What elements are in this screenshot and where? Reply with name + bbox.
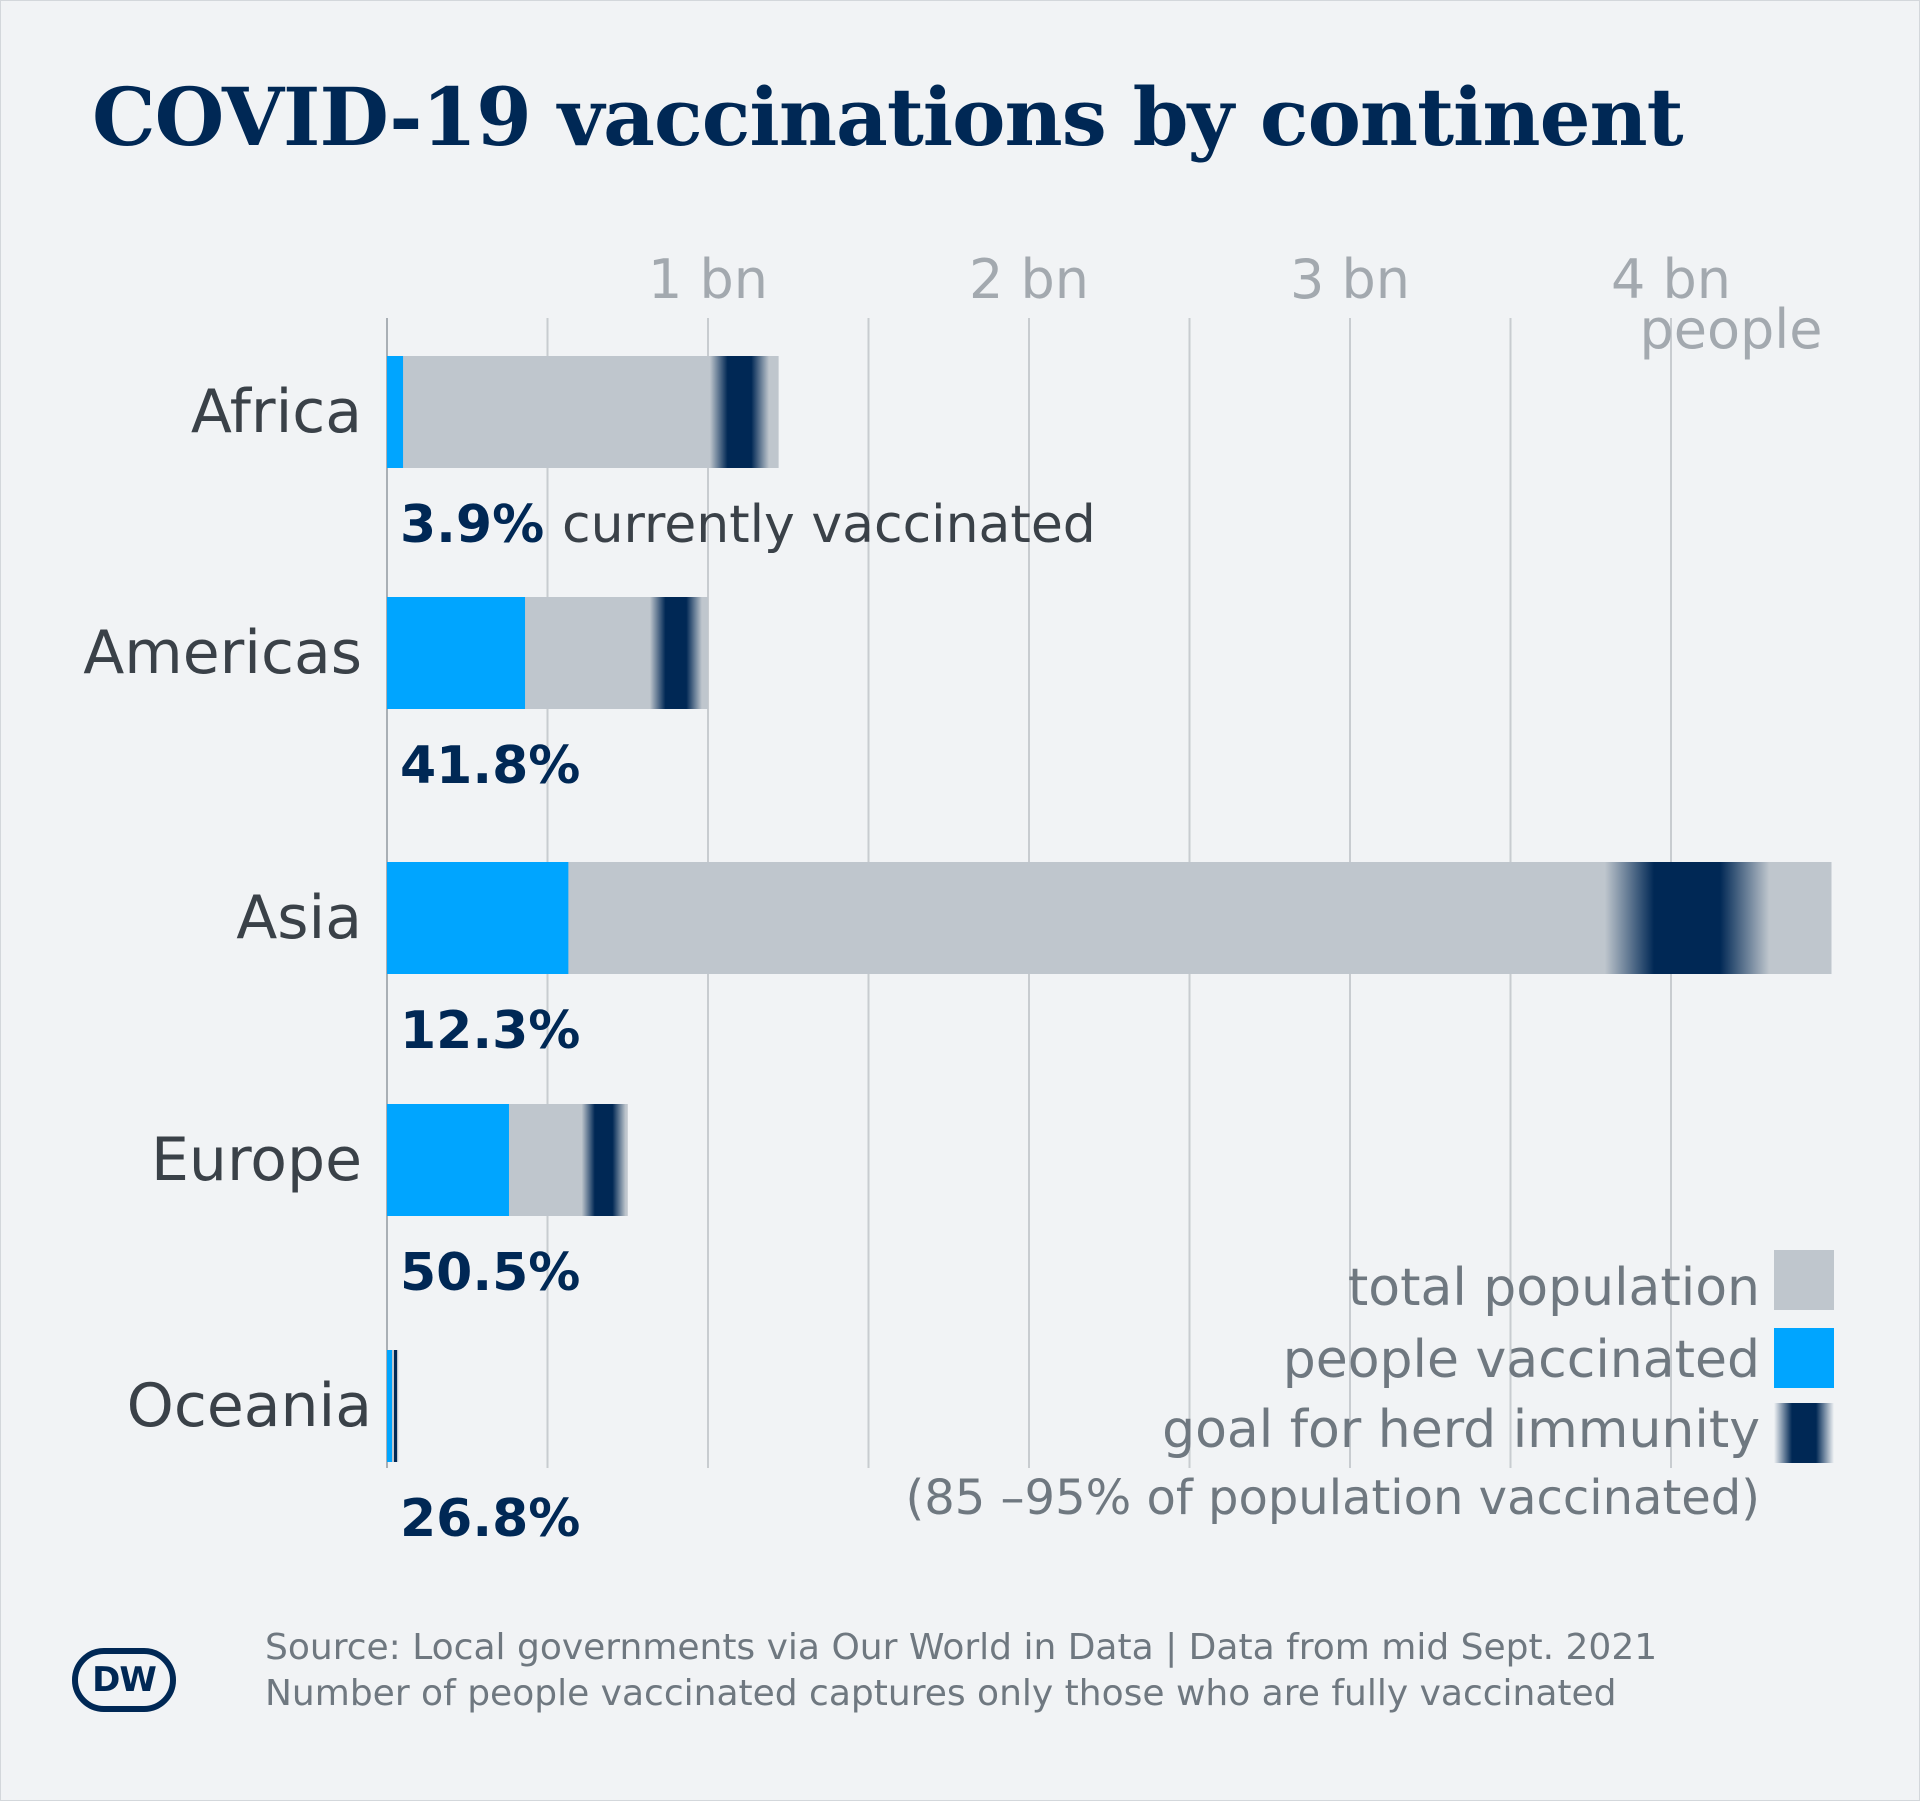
x-tick-label: 1 bn: [648, 248, 768, 311]
category-label: Oceania: [127, 1371, 372, 1441]
bar-herd-immunity-goal: [709, 356, 770, 468]
data-label-percent: 12.3%: [400, 1001, 580, 1061]
category-label: Europe: [151, 1125, 362, 1195]
data-label-percent: 50.5%: [400, 1243, 580, 1303]
data-label-percent: 26.8%: [400, 1489, 580, 1549]
bar-people-vaccinated: [387, 862, 569, 974]
bar-people-vaccinated: [387, 1350, 392, 1462]
x-tick-label: 3 bn: [1290, 248, 1410, 311]
bar-people-vaccinated: [387, 356, 404, 468]
dw-logo: DW: [72, 1648, 176, 1712]
bar-total-population: [387, 862, 1832, 974]
source-note: Source: Local governments via Our World …: [265, 1627, 1658, 1668]
methodology-note: Number of people vaccinated captures onl…: [265, 1673, 1617, 1714]
bar-herd-immunity-goal: [1604, 862, 1770, 974]
category-label: Africa: [191, 377, 362, 447]
data-label-percent: 41.8%: [400, 736, 580, 796]
data-label-percent: 3.9%: [400, 495, 544, 555]
bar-herd-immunity-goal: [581, 1104, 626, 1216]
bar-herd-immunity-goal: [649, 597, 702, 709]
x-unit-label: people: [1639, 298, 1822, 361]
footer: Source: Local governments via Our World …: [265, 1625, 1657, 1717]
x-tick-label: 2 bn: [969, 248, 1089, 311]
bar-people-vaccinated: [387, 1104, 509, 1216]
annotation-currently-vaccinated: currently vaccinated: [562, 495, 1096, 555]
category-label: Asia: [236, 883, 362, 953]
chart-title: COVID-19 vaccinations by continent: [92, 70, 1684, 164]
bar-total-population: [387, 1350, 399, 1462]
bar-people-vaccinated: [387, 597, 526, 709]
x-tick-label: 4 bn: [1611, 248, 1731, 311]
bar-herd-immunity-goal: [394, 1350, 397, 1462]
category-label: Americas: [83, 618, 362, 688]
